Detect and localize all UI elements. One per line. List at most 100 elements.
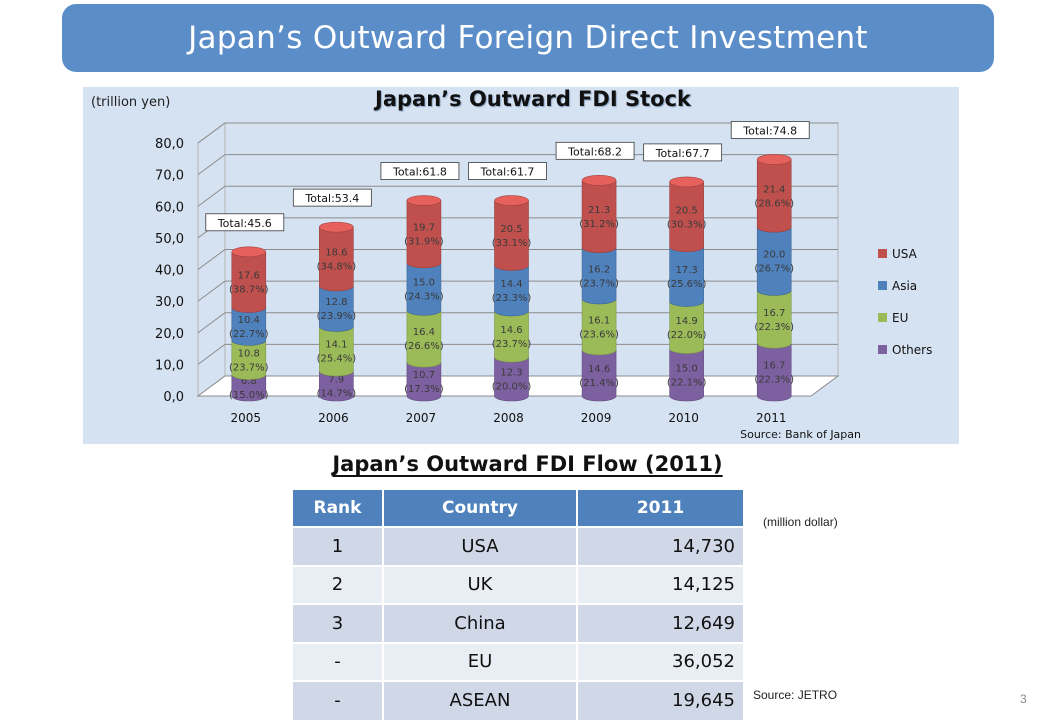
bar-segment-others-2008 xyxy=(494,357,529,402)
data-label-value: 16.7 xyxy=(763,308,785,319)
rank-column-header: Rank xyxy=(293,490,384,527)
total-label-box xyxy=(468,162,547,180)
gridline xyxy=(197,185,838,207)
bar-segment-others-2011 xyxy=(756,343,792,402)
total-label-box xyxy=(730,121,810,139)
value-cell: 14,125 xyxy=(577,564,745,604)
data-label-value: 10.7 xyxy=(413,370,435,381)
value-cell: 19,645 xyxy=(577,680,745,720)
total-label-box xyxy=(555,141,635,160)
bar-segment-usa-2005 xyxy=(231,251,267,313)
y-tick-label: 10,0 xyxy=(155,358,184,373)
total-label: Total:53.4 xyxy=(304,192,359,205)
gridline xyxy=(197,122,838,144)
data-label-value: 6.8 xyxy=(241,376,257,387)
data-label-percent: (24.3%) xyxy=(404,292,444,303)
data-label-value: 12.3 xyxy=(500,368,522,379)
value-cell: 12,649 xyxy=(577,603,745,643)
data-label-value: 7.9 xyxy=(328,375,344,386)
data-label-percent: (28.6%) xyxy=(754,198,794,209)
bar-top-cap xyxy=(406,195,442,206)
country-cell: China xyxy=(383,603,578,643)
y-tick-label: 60,0 xyxy=(155,200,184,215)
y-tick-label: 80,0 xyxy=(155,137,184,152)
bar-segment-asia-2010 xyxy=(669,246,704,307)
table-row: 3 China 12,649 xyxy=(293,603,745,643)
data-label-value: 18.6 xyxy=(325,248,347,259)
bar-segment-usa-2009 xyxy=(581,180,617,253)
data-label-percent: (23.3%) xyxy=(492,293,532,304)
data-label-percent: (20.0%) xyxy=(492,382,532,393)
x-tick-label: 2010 xyxy=(668,411,699,425)
fdi-flow-table: Rank Country 2011 1 USA 14,730 2 UK 14,1… xyxy=(293,490,745,720)
data-label-value: 15.0 xyxy=(676,363,698,374)
data-label-percent: (23.7%) xyxy=(229,362,269,373)
bar-top-cap xyxy=(756,154,792,165)
bar-segment-asia-2011 xyxy=(756,227,792,296)
data-label-percent: (22.1%) xyxy=(667,377,707,388)
y-axis-unit-label: (trillion yen) xyxy=(91,95,171,110)
data-label-value: 21.4 xyxy=(763,184,785,195)
bar-segment-usa-2010 xyxy=(669,181,704,253)
data-label-percent: (25.4%) xyxy=(317,354,357,365)
total-label-box xyxy=(205,213,285,232)
bar-top-cap xyxy=(669,176,704,188)
fdi-stock-chart-svg: 0,0 10,0 20,0 30,0 40,0 50,0 60,0 70,0 80,0 6.8 (1… xyxy=(155,121,932,425)
legend-swatch-eu xyxy=(878,313,887,322)
data-label-percent: (33.1%) xyxy=(492,238,532,249)
value-cell: 14,730 xyxy=(577,526,745,566)
bar-top-cap xyxy=(581,175,617,186)
data-label-percent: (23.7%) xyxy=(492,339,532,350)
bar-segment-others-2009 xyxy=(581,349,617,402)
data-label-value: 16.2 xyxy=(588,264,610,275)
data-label-percent: (31.2%) xyxy=(579,219,619,230)
data-label-percent: (14.7%) xyxy=(317,389,357,400)
rank-cell: 1 xyxy=(293,526,384,566)
slide-title: Japan’s Outward Foreign Direct Investmen… xyxy=(62,4,994,72)
data-label-percent: (30.3%) xyxy=(667,219,707,230)
bar-segment-eu-2010 xyxy=(669,301,704,354)
legend-label-asia: Asia xyxy=(892,279,917,293)
y-tick-label: 70,0 xyxy=(155,169,184,184)
gridline xyxy=(197,249,838,270)
data-label-value: 14.9 xyxy=(676,316,698,327)
data-label-percent: (23.9%) xyxy=(317,311,357,322)
chart-title: Japan’s Outward FDI Stock xyxy=(375,87,691,111)
data-label-percent: (34.8%) xyxy=(317,262,357,273)
data-label-value: 14.6 xyxy=(588,364,610,375)
data-label-percent: (22.3%) xyxy=(754,322,794,333)
bar-segment-others-2007 xyxy=(406,362,442,402)
gridline xyxy=(197,280,838,302)
chart-source: Source: Bank of Japan xyxy=(740,428,861,441)
y-tick-label: 30,0 xyxy=(155,295,184,310)
x-tick-label: 2006 xyxy=(318,411,349,425)
data-label-value: 15.0 xyxy=(413,278,435,289)
gridline xyxy=(197,343,838,365)
bar-segment-usa-2011 xyxy=(756,159,792,233)
data-label-percent: (23.6%) xyxy=(579,329,619,340)
total-label: Total:68.2 xyxy=(567,145,622,158)
value-cell: 36,052 xyxy=(577,641,745,681)
country-cell: EU xyxy=(383,641,578,681)
data-label-value: 16.7 xyxy=(763,361,785,372)
x-tick-label: 2008 xyxy=(493,411,524,425)
bar-segment-eu-2007 xyxy=(406,310,442,368)
gridline xyxy=(197,312,838,334)
data-label-value: 21.3 xyxy=(588,205,610,216)
bar-top-cap xyxy=(494,195,529,206)
year-column-header: 2011 xyxy=(577,490,745,527)
data-label-value: 20.5 xyxy=(676,205,698,216)
total-label: Total:61.7 xyxy=(480,166,535,179)
bar-segment-usa-2008 xyxy=(494,200,529,271)
bar-segment-asia-2009 xyxy=(581,247,617,305)
data-label-value: 19.7 xyxy=(413,223,435,234)
bar-top-cap xyxy=(319,221,354,233)
data-label-percent: (25.6%) xyxy=(667,279,707,290)
bar-segment-asia-2007 xyxy=(406,262,442,316)
data-label-value: 14.4 xyxy=(500,279,522,290)
page-number: 3 xyxy=(1020,692,1027,706)
bar-segment-others-2010 xyxy=(669,348,704,402)
data-label-percent: (21.4%) xyxy=(579,378,619,389)
data-label-percent: (26.7%) xyxy=(754,264,794,275)
table-row: 1 USA 14,730 xyxy=(293,526,745,566)
